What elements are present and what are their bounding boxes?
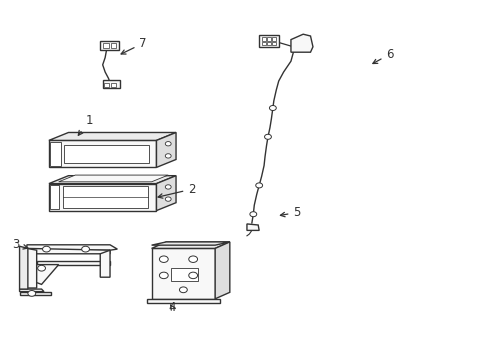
- Bar: [266, 42, 270, 45]
- Polygon shape: [156, 176, 176, 211]
- Bar: [102, 80, 120, 88]
- Polygon shape: [49, 184, 156, 211]
- Text: 5: 5: [280, 206, 300, 219]
- Bar: [259, 35, 278, 47]
- Polygon shape: [20, 289, 44, 292]
- Bar: [272, 42, 276, 45]
- Polygon shape: [215, 242, 229, 299]
- Text: 7: 7: [121, 37, 146, 54]
- Bar: [102, 43, 108, 48]
- Polygon shape: [100, 250, 110, 277]
- Circle shape: [159, 272, 168, 279]
- Bar: [266, 37, 270, 41]
- Bar: [261, 42, 265, 45]
- Bar: [100, 41, 119, 50]
- Polygon shape: [151, 242, 229, 248]
- Circle shape: [264, 134, 271, 139]
- Polygon shape: [20, 292, 51, 295]
- Text: 6: 6: [372, 48, 393, 63]
- Polygon shape: [151, 242, 229, 245]
- Polygon shape: [49, 132, 176, 140]
- Circle shape: [81, 246, 89, 252]
- Polygon shape: [27, 248, 110, 254]
- Bar: [261, 37, 265, 41]
- Polygon shape: [27, 245, 117, 250]
- Circle shape: [165, 141, 171, 146]
- Circle shape: [165, 185, 171, 189]
- Bar: [272, 37, 276, 41]
- Polygon shape: [156, 132, 176, 167]
- Polygon shape: [59, 175, 168, 182]
- Text: 1: 1: [78, 114, 93, 135]
- Polygon shape: [290, 34, 312, 52]
- Circle shape: [188, 272, 197, 279]
- Circle shape: [42, 246, 50, 252]
- Polygon shape: [146, 299, 220, 303]
- Text: 3: 3: [12, 238, 28, 251]
- Polygon shape: [20, 246, 28, 289]
- Circle shape: [179, 287, 187, 293]
- Bar: [63, 145, 149, 163]
- Bar: [62, 186, 148, 208]
- Text: 4: 4: [168, 301, 176, 314]
- Bar: [171, 268, 198, 281]
- Circle shape: [255, 183, 262, 188]
- Circle shape: [28, 291, 36, 296]
- Polygon shape: [49, 140, 156, 167]
- Circle shape: [249, 212, 256, 217]
- Polygon shape: [37, 265, 59, 284]
- Bar: [50, 142, 61, 166]
- Bar: [111, 83, 116, 87]
- Polygon shape: [27, 248, 37, 288]
- Polygon shape: [49, 176, 176, 184]
- Bar: [104, 83, 109, 87]
- Bar: [50, 185, 59, 209]
- Circle shape: [165, 197, 171, 201]
- Circle shape: [269, 105, 276, 111]
- Circle shape: [38, 265, 45, 271]
- Polygon shape: [246, 224, 259, 230]
- Bar: [110, 43, 116, 48]
- Circle shape: [188, 256, 197, 262]
- Polygon shape: [37, 261, 110, 265]
- Circle shape: [165, 154, 171, 158]
- Text: 2: 2: [158, 183, 195, 198]
- Circle shape: [159, 256, 168, 262]
- Polygon shape: [151, 248, 215, 299]
